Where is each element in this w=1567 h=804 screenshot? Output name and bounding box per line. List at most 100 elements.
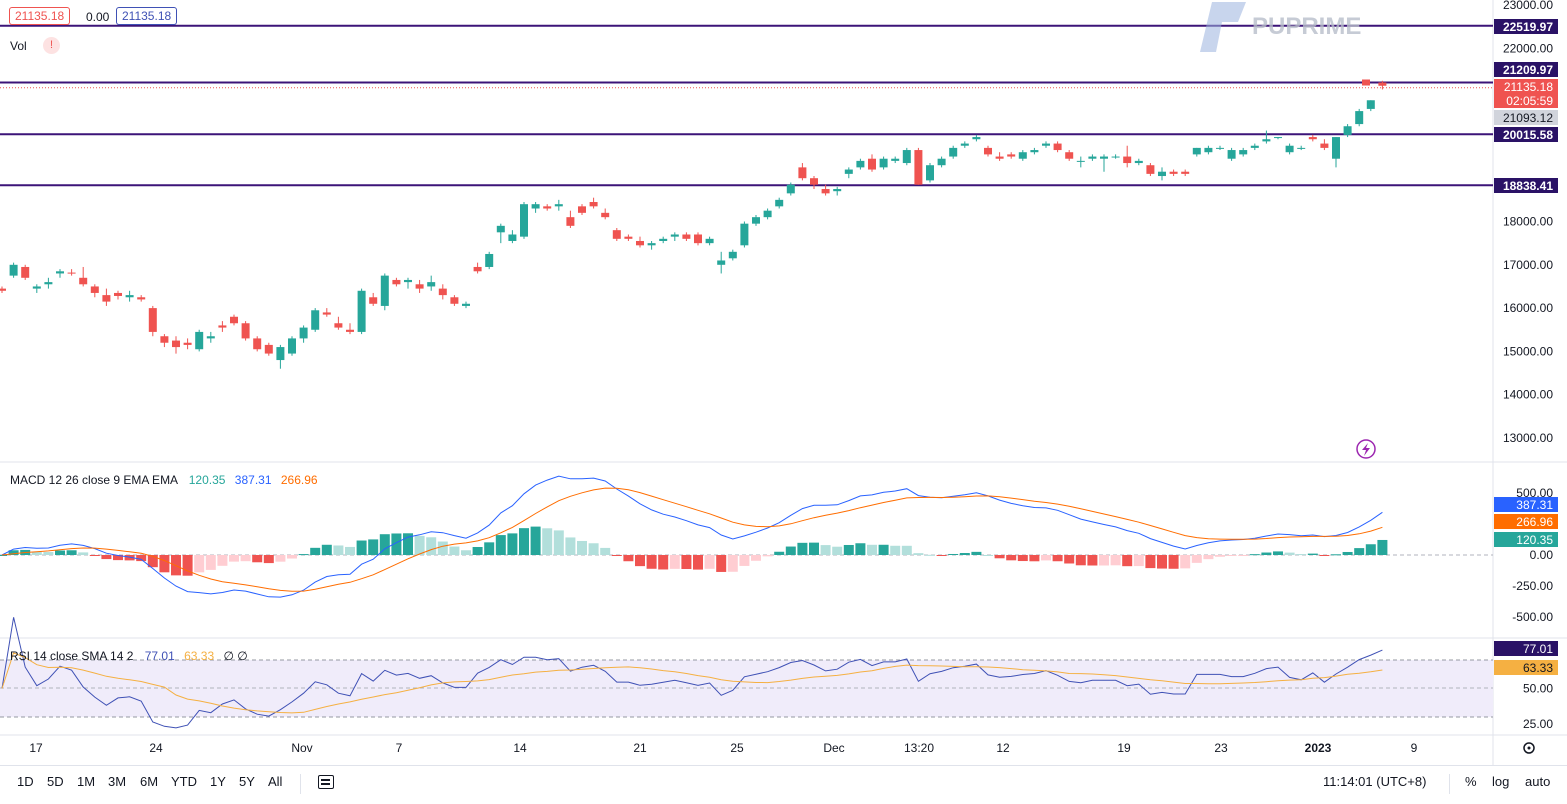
candle: [1285, 143, 1294, 155]
range-1d[interactable]: 1D: [17, 774, 34, 789]
candle: [1100, 154, 1108, 172]
macd-signal-value: 266.96: [280, 473, 318, 487]
candle: [299, 325, 308, 343]
rsi-sma-value: 63.33: [184, 649, 215, 663]
clock-readout[interactable]: 11:14:01 (UTC+8): [1323, 774, 1427, 789]
candle: [32, 284, 41, 293]
candle: [241, 321, 250, 341]
candle: [1250, 143, 1259, 151]
time-tick-label: 13:20: [904, 741, 934, 755]
range-1y[interactable]: 1Y: [210, 774, 226, 789]
candle: [972, 134, 981, 142]
price-axis[interactable]: 23000.0022000.0020000.0018000.0017000.00…: [1494, 0, 1558, 445]
macd-histogram-bar: [867, 544, 877, 555]
candle: [56, 269, 64, 278]
log-toggle[interactable]: log: [1492, 774, 1510, 789]
macd-histogram-bar: [229, 555, 239, 562]
rsi-value: 77.01: [144, 649, 175, 663]
candles-layer: [0, 24, 1493, 369]
macd-histogram-bar: [321, 544, 332, 555]
range-5y[interactable]: 5Y: [239, 774, 255, 789]
price-badge: [1494, 93, 1558, 108]
macd-histogram-bar: [577, 540, 587, 555]
bottom-toolbar: 1D 5D 1M 3M 6M YTD 1Y 5Y All 11:14:01 (U…: [0, 765, 1567, 802]
time-axis[interactable]: 17 24 Nov 7 14 21 25 Dec 13:20 12 19 23 2023 9: [29, 741, 1417, 755]
macd-histogram-bar: [287, 555, 297, 559]
macd-histogram-bar: [1075, 555, 1086, 566]
price-chart[interactable]: 500.000.00-250.00-500.00387.31266.96120.…: [0, 0, 1567, 765]
macd-badge-label: 387.31: [1516, 498, 1553, 512]
range-5d[interactable]: 5D: [47, 774, 64, 789]
macd-histogram-bar: [66, 550, 77, 555]
macd-tick-label: -500.00: [1512, 610, 1553, 624]
candle: [995, 152, 1004, 161]
candle: [960, 141, 969, 148]
macd-histogram-bar: [983, 554, 993, 556]
macd-histogram-bar: [1261, 552, 1272, 555]
candle: [1308, 134, 1317, 142]
candle: [914, 147, 923, 185]
candle: [879, 156, 888, 170]
candle: [380, 273, 389, 311]
macd-histogram-bar: [1354, 548, 1365, 555]
macd-histogram-bar: [1226, 555, 1237, 556]
range-3m[interactable]: 3M: [108, 774, 127, 789]
macd-histogram-bar: [124, 555, 135, 561]
macd-histogram-bar: [646, 555, 657, 569]
price-tick-label: 22000.00: [1503, 41, 1553, 55]
current-candle-marker: [1362, 79, 1370, 86]
candle: [1042, 141, 1050, 148]
candle: [392, 277, 401, 287]
candle: [752, 215, 760, 226]
candle: [1274, 137, 1282, 140]
macd-histogram-bar: [855, 543, 866, 555]
macd-tick-label: 500.00: [1516, 486, 1553, 500]
candle: [682, 232, 691, 241]
range-1m[interactable]: 1M: [77, 774, 96, 789]
macd-histogram-bar: [1029, 555, 1040, 562]
candle: [902, 147, 911, 166]
auto-toggle[interactable]: auto: [1525, 774, 1551, 789]
macd-legend: MACD 12 26 close 9 EMA EMA 120.35 387.31…: [10, 473, 318, 487]
price-badge-label: 21209.97: [1503, 63, 1553, 77]
range-ytd[interactable]: YTD: [171, 774, 197, 789]
price-badge: [1494, 79, 1558, 94]
gear-icon[interactable]: [1523, 742, 1535, 754]
macd-histogram-bar: [275, 555, 286, 562]
macd-histogram-bar: [403, 533, 413, 555]
price-badge-label: 18838.41: [1503, 179, 1553, 193]
macd-histogram-bar: [948, 553, 959, 555]
macd-histogram-bar: [971, 551, 982, 555]
candle: [148, 305, 157, 337]
macd-histogram-bar: [716, 555, 727, 572]
macd-histogram-bar: [472, 546, 483, 555]
macd-histogram-bar: [623, 555, 634, 562]
macd-histogram-bar: [809, 542, 819, 555]
candle: [160, 334, 169, 348]
candle: [786, 182, 795, 196]
macd-histogram-bar: [843, 544, 854, 555]
candle: [1169, 169, 1178, 177]
percent-toggle[interactable]: %: [1465, 774, 1477, 789]
range-all[interactable]: All: [268, 774, 283, 789]
macd-histogram-bar: [611, 555, 622, 556]
price-badge: [1494, 110, 1558, 125]
lightning-icon[interactable]: [1356, 439, 1376, 459]
macd-histogram-bar: [681, 555, 692, 570]
macd-histogram-bar: [1307, 553, 1318, 555]
rsi-legend: RSI 14 close SMA 14 2 77.01 63.33 ∅ ∅: [10, 649, 248, 663]
time-tick-label: 17: [29, 741, 43, 755]
price-tick-label: 13000.00: [1503, 431, 1553, 445]
candle: [531, 202, 540, 213]
macd-badge: [1494, 532, 1558, 547]
range-6m[interactable]: 6M: [140, 774, 159, 789]
date-range-icon[interactable]: [318, 775, 334, 789]
vol-alert-icon[interactable]: !: [43, 37, 60, 54]
candle: [1343, 124, 1352, 138]
macd-badge-label: 266.96: [1516, 515, 1553, 529]
macd-histogram-bar: [1365, 544, 1376, 555]
candle: [926, 163, 934, 183]
candle: [1181, 169, 1190, 177]
rsi-tick-label: 25.00: [1523, 717, 1553, 731]
rsi-tick-label: 50.00: [1523, 682, 1553, 696]
